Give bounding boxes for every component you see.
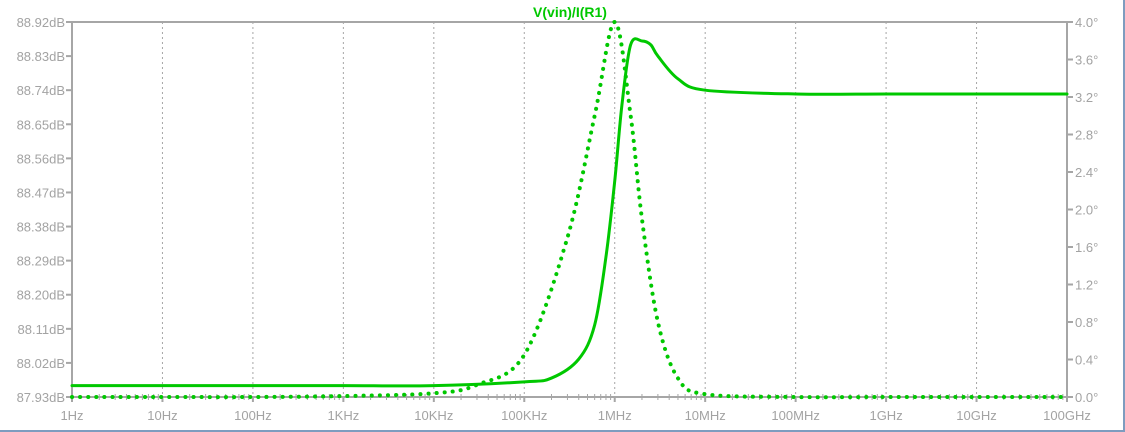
magnitude-series-line (70, 37, 1069, 388)
x-tick-label: 100GHz (1043, 408, 1091, 423)
right-tick-label: 1.6° (1075, 240, 1098, 255)
left-tick-label: 88.02dB (17, 356, 65, 371)
x-tick-label: 10GHz (956, 408, 996, 423)
x-tick-label: 100MHz (771, 408, 819, 423)
right-tick-label: 0.4° (1075, 353, 1098, 368)
x-tick-label: 10MHz (685, 408, 726, 423)
right-tick-label: 0.0° (1075, 390, 1098, 405)
right-tick-label: 2.8° (1075, 128, 1098, 143)
left-tick-label: 88.83dB (17, 49, 65, 64)
left-tick-label: 88.65dB (17, 117, 65, 132)
left-tick-label: 88.56dB (17, 151, 65, 166)
left-tick-label: 88.92dB (17, 15, 65, 30)
x-tick-label: 1Hz (60, 408, 83, 423)
x-tick-label: 1GHz (869, 408, 902, 423)
right-tick-label: 3.6° (1075, 53, 1098, 68)
grid (161, 22, 978, 397)
left-tick-label: 88.20dB (17, 288, 65, 303)
series-layer (70, 20, 1069, 400)
chart-title[interactable]: V(vin)/I(R1) (533, 4, 607, 20)
axis-labels: 1Hz 10Hz 100Hz 1KHz 10KHz 100KHz 1MHz 10MHz 100M… (17, 15, 1099, 423)
right-tick-label: 2.0° (1075, 203, 1098, 218)
right-tick-label: 1.2° (1075, 278, 1098, 293)
left-tick-label: 88.74dB (17, 83, 65, 98)
left-tick-label: 87.93dB (17, 390, 65, 405)
right-tick-label: 0.8° (1075, 315, 1098, 330)
frame-border (0, 430, 1125, 432)
left-tick-label: 88.29dB (17, 254, 65, 269)
right-tick-label: 2.4° (1075, 165, 1098, 180)
x-tick-label: 10KHz (414, 408, 453, 423)
right-tick-label: 3.2° (1075, 90, 1098, 105)
frame-border (1123, 0, 1125, 432)
left-tick-label: 88.38dB (17, 220, 65, 235)
right-tick-label: 4.0° (1075, 15, 1098, 30)
left-tick-label: 88.47dB (17, 185, 65, 200)
x-tick-label: 1KHz (327, 408, 359, 423)
axes (66, 21, 1073, 402)
x-tick-label: 100Hz (234, 408, 272, 423)
left-tick-label: 88.11dB (18, 322, 65, 337)
x-tick-label: 100KHz (501, 408, 547, 423)
plot-border (71, 21, 1068, 398)
x-tick-label: 10Hz (147, 408, 177, 423)
x-tick-label: 1MHz (598, 408, 632, 423)
phase-series-line (70, 20, 1069, 400)
